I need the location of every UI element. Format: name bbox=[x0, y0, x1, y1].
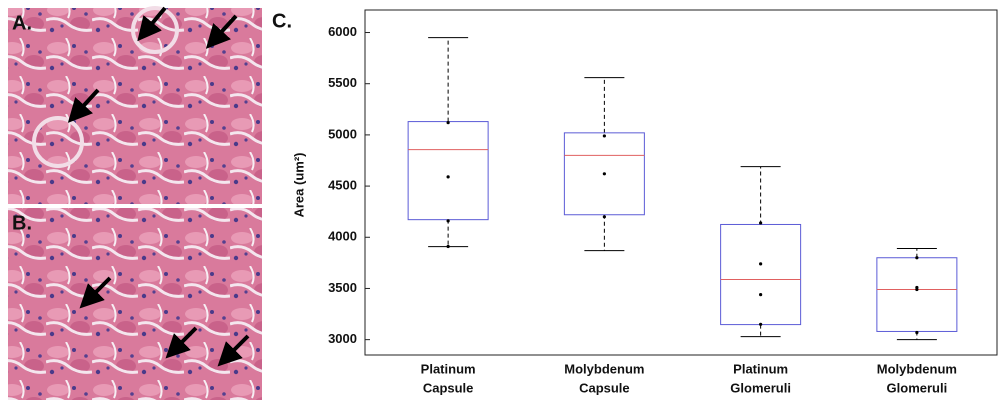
data-point bbox=[447, 175, 450, 178]
box bbox=[408, 122, 488, 220]
y-tick-label: 4500 bbox=[328, 178, 357, 193]
x-tick-label: Platinum bbox=[421, 361, 476, 376]
data-point bbox=[447, 121, 450, 124]
x-tick-label: Glomeruli bbox=[730, 380, 791, 395]
y-tick-label: 3000 bbox=[328, 331, 357, 346]
box bbox=[721, 224, 801, 324]
y-tick-label: 5000 bbox=[328, 126, 357, 141]
figure: A. B. C. Area (um²) 3000 3500 4000 4500 5000… bbox=[0, 0, 1006, 401]
y-tick-label: 5500 bbox=[328, 75, 357, 90]
panel-label: C. bbox=[272, 10, 292, 32]
data-point bbox=[603, 172, 606, 175]
x-tick-label: Platinum bbox=[733, 361, 788, 376]
data-point bbox=[915, 331, 918, 334]
data-point bbox=[915, 256, 918, 259]
data-point bbox=[447, 245, 450, 248]
x-tick-label: Capsule bbox=[579, 380, 630, 395]
y-tick-label: 3500 bbox=[328, 280, 357, 295]
data-point bbox=[603, 134, 606, 137]
panel-label: B. bbox=[12, 212, 32, 234]
x-tick-label: Glomeruli bbox=[887, 380, 948, 395]
data-point bbox=[759, 262, 762, 265]
box bbox=[877, 258, 957, 332]
data-point bbox=[603, 215, 606, 218]
micrograph-a bbox=[8, 8, 262, 204]
data-point bbox=[915, 288, 918, 291]
x-tick-label: Capsule bbox=[423, 380, 474, 395]
data-point bbox=[447, 219, 450, 222]
data-point bbox=[759, 293, 762, 296]
y-tick-label: 6000 bbox=[328, 24, 357, 39]
x-tick-label: Molybdenum bbox=[877, 361, 957, 376]
data-point bbox=[759, 221, 762, 224]
data-point bbox=[759, 323, 762, 326]
panel-label: A. bbox=[12, 12, 32, 34]
micrograph-b bbox=[8, 208, 262, 400]
y-tick-label: 4000 bbox=[328, 229, 357, 244]
y-axis-label: Area (um²) bbox=[291, 152, 306, 217]
x-tick-label: Molybdenum bbox=[564, 361, 644, 376]
